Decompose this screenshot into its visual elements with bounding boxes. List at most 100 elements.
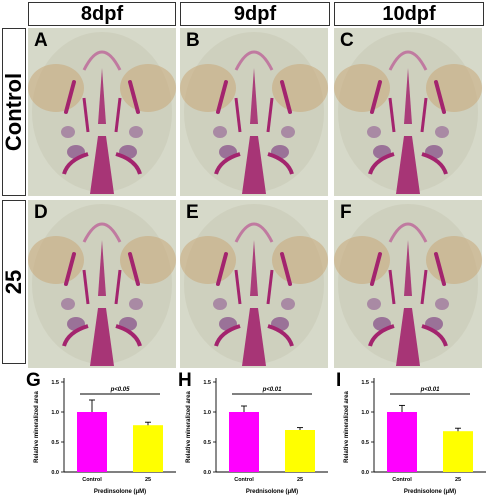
meckel-cartilage bbox=[388, 222, 428, 243]
left-arch bbox=[388, 269, 396, 305]
right-pectoral-fin bbox=[115, 324, 142, 347]
stained-cartilage-image bbox=[180, 204, 328, 366]
stained-cartilage-image bbox=[28, 204, 176, 366]
meckel-cartilage bbox=[234, 222, 274, 243]
left-pectoral-fin bbox=[214, 324, 241, 347]
ceratohyal-center bbox=[98, 68, 106, 124]
x-tick-label: 25 bbox=[297, 477, 303, 483]
notochord bbox=[90, 136, 114, 194]
ceratohyal-center bbox=[404, 240, 412, 296]
left-ceratohyal bbox=[370, 252, 382, 286]
x-tick-label: Control bbox=[234, 477, 254, 483]
bar-chart-i-svg: Relative mineralized area 0.0 0.5 1.0 1.5 Con… bbox=[344, 378, 486, 495]
significance-label: p<0.01 bbox=[420, 387, 441, 393]
y-tick-label: 1.0 bbox=[51, 410, 59, 416]
bar-chart-h: Relative mineralized area 0.0 0.5 1.0 1.5 Con… bbox=[178, 368, 336, 502]
micrograph-panel-b: B bbox=[180, 28, 328, 196]
notochord bbox=[90, 308, 114, 366]
micrograph-panel-c: C bbox=[334, 28, 482, 196]
y-tick-label: 1.5 bbox=[203, 380, 211, 386]
left-eye-region bbox=[334, 236, 390, 284]
right-eye-region bbox=[120, 64, 176, 112]
y-tick-label: 0.5 bbox=[361, 440, 369, 446]
right-eye-region bbox=[272, 236, 328, 284]
right-arch bbox=[266, 97, 274, 133]
row-label-25: 25 bbox=[1, 200, 26, 364]
y-tick-label: 1.0 bbox=[361, 410, 369, 416]
notochord bbox=[396, 308, 420, 366]
left-ceratohyal bbox=[216, 252, 228, 286]
left-ceratohyal bbox=[370, 80, 382, 114]
panel-label-a: A bbox=[34, 30, 48, 51]
x-axis-label: Prednisolone (μM) bbox=[246, 489, 298, 495]
x-tick-label: 25 bbox=[145, 477, 151, 483]
significance-label: p<0.01 bbox=[262, 387, 283, 393]
row-label-control-text: Control bbox=[1, 72, 27, 152]
stained-cartilage-image bbox=[28, 32, 176, 194]
left-arch bbox=[388, 97, 396, 133]
bar bbox=[387, 412, 417, 472]
ceratohyal-center bbox=[250, 240, 258, 296]
right-pectoral-fin bbox=[267, 152, 294, 175]
y-axis-label: Relative mineralized area bbox=[186, 390, 192, 462]
panel-label-b: B bbox=[186, 30, 200, 51]
x-tick-label: Control bbox=[82, 477, 102, 483]
bar bbox=[77, 412, 107, 472]
right-ceratohyal bbox=[128, 80, 140, 114]
x-tick-label: 25 bbox=[455, 477, 461, 483]
right-otolith bbox=[435, 298, 449, 310]
ceratohyal-center bbox=[250, 68, 258, 124]
y-tick-label: 0.5 bbox=[51, 440, 59, 446]
right-otolith bbox=[435, 126, 449, 138]
notochord bbox=[242, 308, 266, 366]
x-axis-label: Prednisolone (μM) bbox=[404, 489, 456, 495]
right-pectoral-fin bbox=[267, 324, 294, 347]
meckel-cartilage bbox=[234, 50, 274, 71]
right-pectoral-fin bbox=[421, 152, 448, 175]
meckel-cartilage bbox=[388, 50, 428, 71]
row-label-control: Control bbox=[1, 28, 27, 196]
right-arch bbox=[420, 97, 428, 133]
left-otolith bbox=[367, 126, 381, 138]
left-pectoral-fin bbox=[368, 324, 395, 347]
right-ceratohyal bbox=[434, 252, 446, 286]
micrograph-panel-d: D bbox=[28, 200, 176, 368]
left-arch bbox=[82, 269, 90, 305]
chart-label-i: I bbox=[336, 370, 342, 391]
chart-label-h: H bbox=[178, 370, 192, 391]
right-otolith bbox=[129, 298, 143, 310]
left-arch bbox=[234, 269, 242, 305]
y-tick-label: 1.5 bbox=[51, 380, 59, 386]
meckel-cartilage bbox=[82, 222, 122, 243]
stained-cartilage-image bbox=[180, 32, 328, 194]
bar-chart-g-svg: Relative mineralized area 0.0 0.5 1.0 1.5 Con… bbox=[34, 378, 176, 495]
notochord bbox=[396, 136, 420, 194]
left-otolith bbox=[61, 298, 75, 310]
left-eye-region bbox=[28, 64, 84, 112]
right-otolith bbox=[281, 298, 295, 310]
y-tick-label: 0.0 bbox=[51, 470, 59, 476]
bar-chart-h-svg: Relative mineralized area 0.0 0.5 1.0 1.5 Con… bbox=[186, 378, 328, 495]
y-tick-label: 1.5 bbox=[361, 380, 369, 386]
bar bbox=[133, 425, 163, 472]
left-otolith bbox=[213, 298, 227, 310]
left-ceratohyal bbox=[216, 80, 228, 114]
right-arch bbox=[114, 97, 122, 133]
panel-label-f: F bbox=[340, 202, 352, 223]
column-header-10dpf: 10dpf bbox=[334, 2, 484, 26]
notochord bbox=[242, 136, 266, 194]
bar bbox=[285, 430, 315, 472]
right-eye-region bbox=[120, 236, 176, 284]
left-pectoral-fin bbox=[214, 152, 241, 175]
right-arch bbox=[266, 269, 274, 305]
left-eye-region bbox=[334, 64, 390, 112]
left-otolith bbox=[367, 298, 381, 310]
column-header-8dpf: 8dpf bbox=[28, 2, 176, 26]
stained-cartilage-image bbox=[334, 32, 482, 194]
meckel-cartilage bbox=[82, 50, 122, 71]
x-tick-label: Control bbox=[392, 477, 412, 483]
left-otolith bbox=[213, 126, 227, 138]
left-arch bbox=[234, 97, 242, 133]
y-tick-label: 0.0 bbox=[203, 470, 211, 476]
left-eye-region bbox=[180, 236, 236, 284]
